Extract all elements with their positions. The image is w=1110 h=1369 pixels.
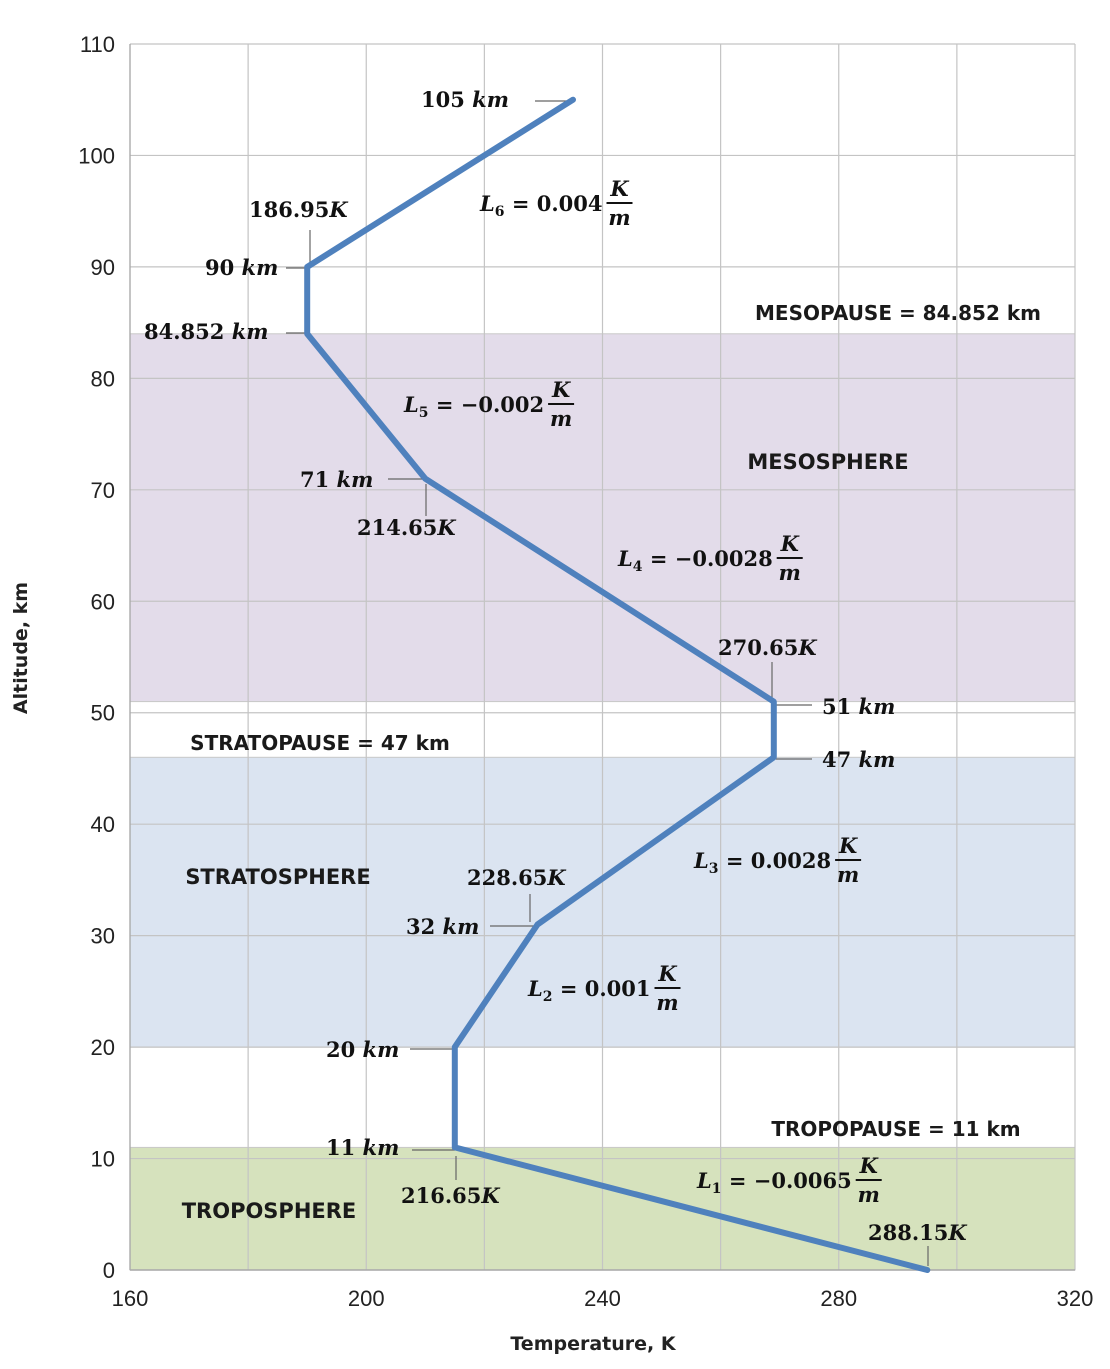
y-tick-label: 100 bbox=[78, 143, 115, 168]
x-tick-label: 280 bbox=[820, 1286, 857, 1311]
lapse-rate-text: L5 = −0.002 bbox=[403, 392, 544, 421]
fraction-numerator: K bbox=[859, 1153, 879, 1178]
x-tick-label: 240 bbox=[584, 1286, 621, 1311]
y-tick-label: 90 bbox=[91, 255, 115, 280]
boundary-label: TROPOPAUSE = 11 km bbox=[771, 1117, 1020, 1141]
y-tick-label: 60 bbox=[91, 589, 115, 614]
fraction-numerator: K bbox=[551, 377, 571, 402]
region-label: MESOSPHERE bbox=[747, 450, 908, 474]
altitude-label: 105 km bbox=[421, 87, 509, 112]
y-tick-label: 0 bbox=[103, 1258, 115, 1283]
lapse-rate-1: L1 = −0.0065 Km bbox=[696, 1153, 882, 1207]
lapse-rate-text: L4 = −0.0028 bbox=[617, 546, 773, 575]
y-tick-label: 110 bbox=[80, 32, 115, 57]
altitude-label: 20 km bbox=[326, 1037, 399, 1062]
fraction-numerator: K bbox=[657, 961, 677, 986]
boundary-label: STRATOPAUSE = 47 km bbox=[190, 731, 450, 755]
axis-ticks: 0 10 20 30 40 50 60 70 80 90 100 110 160 200 240 280 320 bbox=[78, 32, 1093, 1311]
lapse-rate-4: L4 = −0.0028 Km bbox=[617, 531, 803, 585]
x-tick-label: 160 bbox=[112, 1286, 149, 1311]
altitude-label: 47 km bbox=[822, 747, 895, 772]
x-axis-title: Temperature, K bbox=[510, 1333, 676, 1355]
fraction-denominator: m bbox=[779, 560, 801, 585]
temperature-label: 270.65K bbox=[718, 635, 817, 660]
temperature-label: 214.65K bbox=[357, 515, 456, 540]
y-tick-label: 30 bbox=[91, 924, 115, 949]
region-label: STRATOSPHERE bbox=[185, 865, 370, 889]
fraction-numerator: K bbox=[838, 833, 858, 858]
y-tick-label: 80 bbox=[91, 366, 115, 391]
y-tick-label: 50 bbox=[91, 701, 115, 726]
x-tick-label: 320 bbox=[1057, 1286, 1094, 1311]
y-axis-title: Altitude, km bbox=[10, 582, 32, 714]
y-tick-label: 10 bbox=[91, 1147, 115, 1172]
fraction-denominator: m bbox=[858, 1182, 880, 1207]
boundary-label: MESOPAUSE = 84.852 km bbox=[755, 301, 1041, 325]
lapse-rate-text: L3 = 0.0028 bbox=[693, 848, 831, 877]
x-tick-label: 200 bbox=[348, 1286, 385, 1311]
altitude-label: 71 km bbox=[300, 467, 373, 492]
fraction-numerator: K bbox=[609, 176, 629, 201]
altitude-label: 90 km bbox=[205, 255, 278, 280]
fraction-denominator: m bbox=[837, 862, 859, 887]
profile-line bbox=[304, 96, 931, 1273]
temperature-label: 186.95K bbox=[249, 197, 348, 222]
altitude-label: 51 km bbox=[822, 694, 895, 719]
lapse-rate-5: L5 = −0.002 Km bbox=[403, 377, 575, 431]
fraction-denominator: m bbox=[550, 406, 572, 431]
y-tick-label: 40 bbox=[91, 812, 115, 837]
fraction-numerator: K bbox=[780, 531, 800, 556]
temperature-label: 216.65K bbox=[401, 1183, 500, 1208]
lapse-rate-text: L6 = 0.004 bbox=[479, 191, 603, 220]
lapse-rate-3: L3 = 0.0028 Km bbox=[693, 833, 862, 887]
region-labels: TROPOSPHERE STRATOSPHERE MESOSPHERE TROPOPA… bbox=[182, 301, 1041, 1223]
y-tick-label: 20 bbox=[91, 1035, 115, 1060]
lapse-rate-text: L2 = 0.001 bbox=[527, 976, 651, 1005]
temperature-label: 228.65K bbox=[467, 865, 566, 890]
altitude-label: 11 km bbox=[326, 1135, 399, 1160]
altitude-label: 32 km bbox=[406, 914, 479, 939]
fraction-denominator: m bbox=[608, 205, 630, 230]
region-label: TROPOSPHERE bbox=[182, 1199, 357, 1223]
temperature-profile bbox=[304, 96, 931, 1273]
y-tick-label: 70 bbox=[91, 478, 115, 503]
point-annotations: 105 km 90 km 84.852 km 71 km 51 km 47 km 32 km… bbox=[144, 87, 967, 1245]
lapse-rate-text: L1 = −0.0065 bbox=[696, 1168, 852, 1197]
temperature-label: 288.15K bbox=[868, 1220, 967, 1245]
altitude-label: 84.852 km bbox=[144, 319, 268, 344]
fraction-denominator: m bbox=[656, 990, 678, 1015]
